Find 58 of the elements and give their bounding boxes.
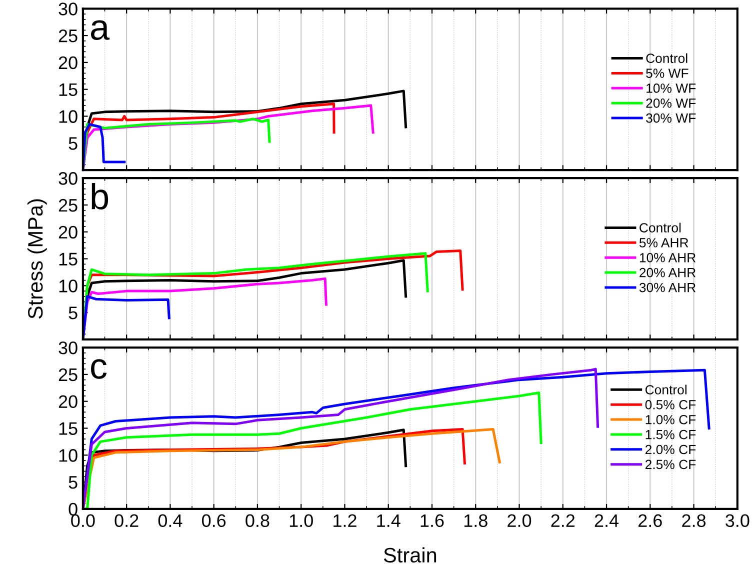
y-tick-label: 15 [59, 252, 78, 266]
legend-label: 2.5% CF [645, 460, 696, 470]
legend-label: Control [640, 222, 681, 232]
chart-title: b [92, 182, 108, 210]
y-tick-label: 30 [58, 172, 78, 185]
legend-label: Control [645, 384, 686, 394]
legend-label: 10% AHR [640, 252, 696, 262]
y-tick-label: 10 [59, 280, 78, 292]
x-tick-label: 0.2 [114, 514, 138, 528]
legend-label: 0.5% CF [645, 400, 696, 410]
y-tick-label: 5 [68, 137, 78, 150]
legend-label: 1.0% CF [646, 414, 696, 424]
y-tick-label: 0 [68, 502, 78, 516]
legend-label: 2.0% CF [645, 444, 696, 454]
y-tick-label: 10 [59, 449, 78, 462]
y-tick-label: 25 [58, 368, 78, 382]
legend-label: 1.5% CF [646, 430, 696, 440]
x-tick-label: 2.8 [682, 514, 706, 528]
x-axis-title: Strain [384, 547, 436, 563]
legend-label: 5% AHR [639, 238, 688, 248]
x-tick-label: 3.0 [726, 514, 750, 528]
x-tick-label: 1.8 [464, 514, 488, 528]
y-tick-label: 5 [68, 306, 78, 320]
y-tick-label: 30 [58, 2, 78, 16]
legend-label: 30% AHR [639, 282, 696, 292]
x-tick-label: 0.0 [71, 514, 95, 528]
chart-title: a [91, 20, 110, 40]
x-tick-label: 1.6 [420, 514, 444, 528]
y-tick-label: 20 [58, 56, 78, 70]
x-tick-label: 0.4 [158, 514, 182, 528]
chart-title: c [91, 359, 107, 379]
x-tick-label: 1.4 [377, 514, 400, 527]
x-tick-label: 0.6 [202, 514, 226, 528]
x-tick-label: 2.4 [594, 514, 619, 527]
legend-label: 10% WF [646, 84, 696, 93]
legend-label: 5% WF [646, 68, 688, 78]
y-tick-label: 20 [58, 395, 78, 408]
line-series [82, 123, 126, 170]
legend-label: 30% WF [646, 113, 696, 123]
x-tick-label: 0.8 [246, 514, 270, 528]
x-tick-label: 2.6 [638, 514, 662, 528]
y-tick-label: 10 [59, 110, 78, 123]
legend-label: 20% WF [646, 98, 696, 108]
line-series [82, 295, 170, 340]
x-tick-label: 1.2 [334, 514, 356, 527]
legend-label: Control [646, 53, 688, 64]
y-tick-label: 20 [58, 226, 78, 239]
y-tick-label: 15 [59, 422, 78, 435]
y-tick-label: 30 [58, 341, 78, 354]
y-axis-title: Stress (MPa) [27, 199, 47, 319]
x-tick-label: 1.0 [290, 514, 313, 528]
x-tick-label: 2.2 [551, 514, 575, 527]
y-tick-label: 5 [68, 476, 78, 489]
y-tick-label: 25 [58, 29, 78, 42]
y-tick-label: 25 [58, 198, 78, 212]
y-tick-label: 15 [59, 83, 78, 96]
legend-label: 20% AHR [640, 268, 696, 278]
x-tick-label: 2.0 [508, 514, 532, 528]
